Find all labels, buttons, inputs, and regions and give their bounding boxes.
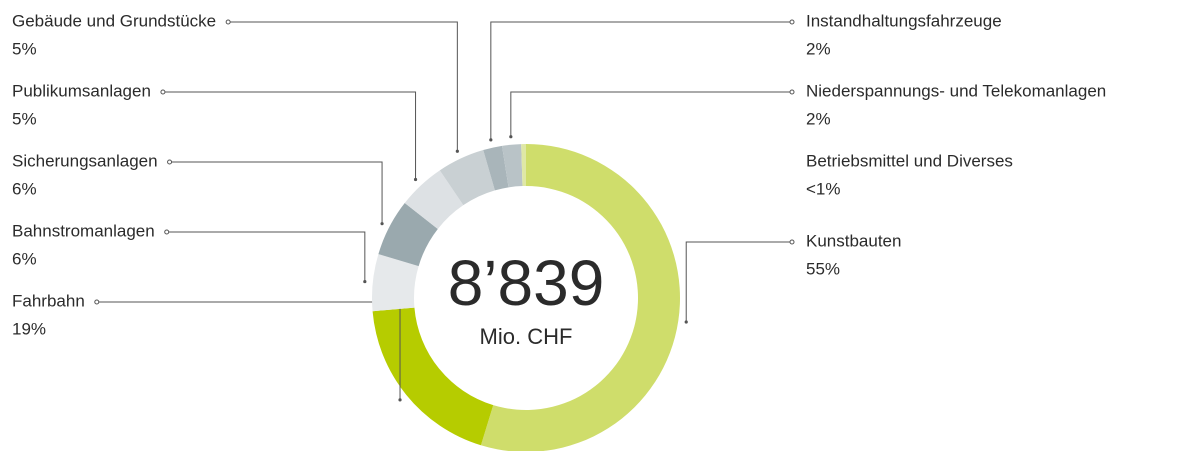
- leader-dot: [225, 19, 231, 25]
- segment-value: 19%: [12, 319, 46, 338]
- segment-value: <1%: [806, 179, 841, 198]
- leader-line: [510, 91, 790, 137]
- segment-label: Kunstbauten: [806, 231, 901, 250]
- segment-label: Gebäude und Grundstücke: [12, 11, 216, 30]
- leader-line: [490, 21, 790, 140]
- segment-label: Betriebsmittel und Diverses: [806, 151, 1013, 170]
- leader-line: [685, 241, 790, 322]
- donut-segment: [378, 203, 438, 267]
- leader-line: [171, 161, 383, 224]
- segment-label: Instandhaltungsfahrzeuge: [806, 11, 1002, 30]
- leader-dot: [160, 89, 166, 95]
- segment-value: 5%: [12, 109, 37, 128]
- leader-line: [98, 301, 401, 400]
- donut-segment: [483, 145, 509, 191]
- donut-segment: [404, 170, 464, 229]
- segment-value: 5%: [12, 39, 37, 58]
- donut-segment: [372, 254, 419, 312]
- leader-line: [168, 231, 366, 282]
- segment-value: 2%: [806, 109, 831, 128]
- leader-dot: [94, 299, 100, 305]
- donut-segment: [521, 144, 526, 187]
- donut-segment: [502, 144, 523, 188]
- segment-value: 2%: [806, 39, 831, 58]
- segment-label: Sicherungsanlagen: [12, 151, 158, 170]
- segment-value: 6%: [12, 179, 37, 198]
- segment-label: Bahnstromanlagen: [12, 221, 155, 240]
- leader-line: [164, 91, 417, 180]
- leader-line: [230, 21, 458, 152]
- leader-dot: [164, 229, 170, 235]
- segment-label: Fahrbahn: [12, 291, 85, 310]
- center-value: 8’839: [448, 247, 605, 319]
- segment-label: Niederspannungs- und Telekomanlagen: [806, 81, 1106, 100]
- leader-dot: [789, 239, 795, 245]
- leader-dot: [789, 19, 795, 25]
- donut-segment: [480, 144, 680, 451]
- segment-value: 6%: [12, 249, 37, 268]
- segment-label: Publikumsanlagen: [12, 81, 151, 100]
- leader-dot: [167, 159, 173, 165]
- donut-segment: [439, 150, 495, 206]
- center-unit: Mio. CHF: [480, 324, 573, 349]
- leader-dot: [789, 89, 795, 95]
- segment-value: 55%: [806, 259, 840, 278]
- donut-segment: [372, 307, 494, 446]
